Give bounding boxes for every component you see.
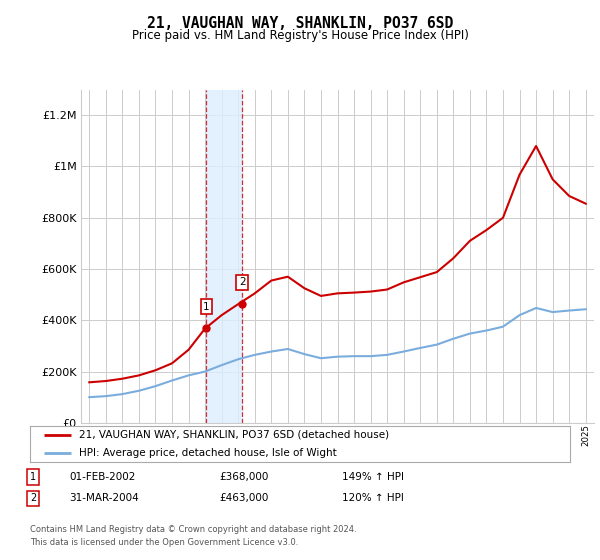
Text: HPI: Average price, detached house, Isle of Wight: HPI: Average price, detached house, Isle… — [79, 448, 337, 458]
Text: 2: 2 — [239, 277, 245, 287]
Text: 120% ↑ HPI: 120% ↑ HPI — [342, 493, 404, 503]
Text: Price paid vs. HM Land Registry's House Price Index (HPI): Price paid vs. HM Land Registry's House … — [131, 29, 469, 42]
Text: 2: 2 — [30, 493, 36, 503]
Text: 1: 1 — [30, 472, 36, 482]
Text: 1: 1 — [203, 302, 210, 312]
Text: 31-MAR-2004: 31-MAR-2004 — [69, 493, 139, 503]
Text: Contains HM Land Registry data © Crown copyright and database right 2024.: Contains HM Land Registry data © Crown c… — [30, 525, 356, 534]
Text: 21, VAUGHAN WAY, SHANKLIN, PO37 6SD (detached house): 21, VAUGHAN WAY, SHANKLIN, PO37 6SD (det… — [79, 430, 389, 440]
Bar — [206, 90, 242, 423]
Text: 149% ↑ HPI: 149% ↑ HPI — [342, 472, 404, 482]
Text: £463,000: £463,000 — [219, 493, 268, 503]
Text: £368,000: £368,000 — [219, 472, 268, 482]
Text: This data is licensed under the Open Government Licence v3.0.: This data is licensed under the Open Gov… — [30, 538, 298, 547]
Text: 01-FEB-2002: 01-FEB-2002 — [69, 472, 136, 482]
Text: 21, VAUGHAN WAY, SHANKLIN, PO37 6SD: 21, VAUGHAN WAY, SHANKLIN, PO37 6SD — [147, 16, 453, 31]
